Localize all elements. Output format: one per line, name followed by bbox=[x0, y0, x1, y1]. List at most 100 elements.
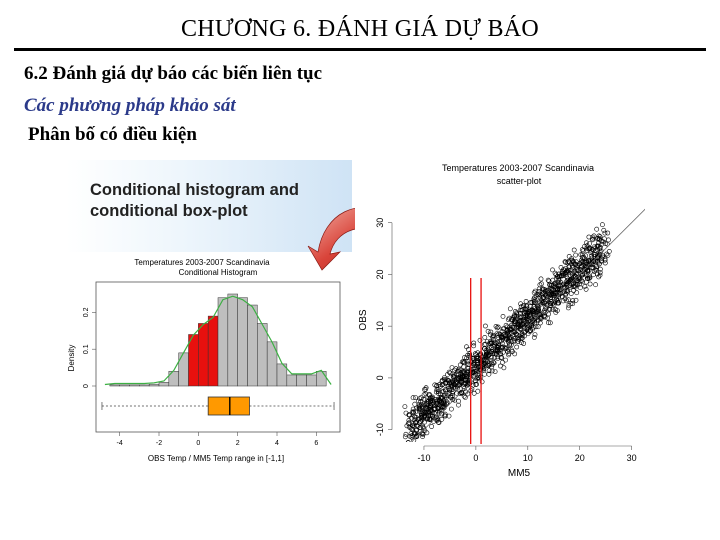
scatter-point bbox=[562, 270, 568, 276]
scatter-point bbox=[521, 324, 527, 330]
scatter-point bbox=[435, 405, 441, 411]
scatter-point bbox=[515, 315, 521, 321]
scatter-point bbox=[407, 433, 413, 439]
scatter-point bbox=[537, 294, 543, 300]
scatter-point bbox=[457, 391, 463, 396]
scatter-point bbox=[594, 265, 599, 271]
scatter-point bbox=[548, 291, 553, 297]
x-tick-label: -4 bbox=[117, 440, 123, 447]
histogram-frame bbox=[95, 281, 341, 433]
scatter-point bbox=[413, 395, 418, 400]
histogram-title: Temperatures 2003-2007 Scandinavia bbox=[134, 258, 270, 267]
scatter-point bbox=[406, 440, 411, 442]
scatter-point bbox=[402, 404, 408, 409]
scatter-point bbox=[514, 344, 520, 350]
scatter-point bbox=[505, 349, 511, 354]
scatter-point bbox=[406, 412, 412, 417]
scatter-point bbox=[436, 382, 442, 388]
scatter-point bbox=[540, 286, 545, 292]
scatter-point bbox=[509, 317, 514, 323]
scatter-x-tick-label: 10 bbox=[523, 453, 533, 463]
scatter-point bbox=[568, 291, 574, 296]
scatter-point bbox=[537, 299, 542, 305]
scatter-point bbox=[545, 315, 550, 321]
scatter-point bbox=[565, 288, 571, 294]
scatter-y-tick-label: -10 bbox=[375, 423, 385, 436]
scatter-point bbox=[415, 416, 421, 422]
scatter-point bbox=[438, 395, 444, 401]
scatter-point bbox=[507, 326, 513, 332]
scatter-point bbox=[451, 373, 457, 378]
scatter-point bbox=[579, 273, 584, 278]
scatter-point bbox=[501, 365, 507, 371]
scatter-point bbox=[601, 227, 607, 233]
scatter-point bbox=[519, 335, 525, 341]
scatter-point bbox=[521, 318, 526, 323]
scatter-point bbox=[589, 255, 595, 261]
scatter-point bbox=[537, 312, 543, 317]
scatter-point bbox=[518, 315, 523, 321]
scatter-point bbox=[550, 267, 555, 273]
scatter-point bbox=[440, 381, 445, 387]
scatter-point bbox=[547, 282, 552, 288]
x-tick-label: 0 bbox=[196, 440, 200, 447]
scatter-point bbox=[486, 368, 492, 374]
scatter-point bbox=[452, 367, 457, 373]
scatter-point bbox=[573, 261, 578, 267]
scatter-point bbox=[555, 286, 561, 292]
scatter-point bbox=[532, 297, 538, 303]
y-tick-label: 0 bbox=[83, 384, 90, 388]
scatter-point bbox=[533, 324, 539, 330]
scatter-point bbox=[412, 401, 418, 407]
scatter-point bbox=[420, 434, 425, 439]
scatter-point bbox=[518, 318, 524, 323]
histogram-bars bbox=[109, 293, 327, 387]
scatter-point bbox=[493, 323, 499, 329]
conditional-boxplot bbox=[101, 396, 335, 416]
scatter-point bbox=[492, 369, 498, 374]
scatter-point bbox=[556, 300, 561, 306]
scatter-point bbox=[513, 331, 519, 337]
scatter-point bbox=[406, 420, 412, 426]
scatter-point bbox=[488, 332, 493, 338]
scatter-point bbox=[550, 277, 556, 283]
scatter-point bbox=[558, 290, 563, 296]
scatter-point bbox=[449, 365, 455, 370]
scatter-point bbox=[587, 281, 593, 287]
scatter-point bbox=[487, 340, 493, 346]
histogram-bar bbox=[227, 293, 238, 387]
scatter-point bbox=[425, 416, 430, 422]
scatter-point bbox=[597, 270, 603, 275]
scatter-point bbox=[428, 395, 433, 401]
scatter-point bbox=[584, 248, 590, 253]
scatter-point bbox=[570, 278, 576, 284]
scatter-point bbox=[465, 352, 471, 358]
scatter-point bbox=[524, 314, 530, 319]
scatter-point bbox=[521, 341, 526, 346]
scatter-point bbox=[433, 389, 439, 395]
scatter-point bbox=[593, 282, 598, 288]
scatter-point bbox=[580, 268, 586, 274]
scatter-point bbox=[598, 258, 604, 264]
scatter-point bbox=[464, 355, 469, 361]
scatter-point bbox=[429, 411, 435, 417]
x-tick-label: 2 bbox=[236, 440, 240, 447]
scatter-point bbox=[600, 239, 606, 245]
scatter-point bbox=[484, 339, 490, 344]
histogram-bar bbox=[286, 374, 297, 387]
scatter-point bbox=[574, 290, 580, 296]
scatter-point bbox=[506, 333, 512, 339]
scatter-point bbox=[604, 251, 610, 257]
scatter-point bbox=[549, 282, 555, 288]
scatter-point bbox=[410, 409, 415, 415]
scatter-point bbox=[537, 315, 543, 321]
scatter-point bbox=[486, 345, 492, 350]
scatter-point bbox=[450, 393, 455, 399]
scatter-point bbox=[534, 303, 540, 309]
scatter-point bbox=[444, 393, 450, 399]
scatter-point bbox=[531, 303, 537, 309]
scatter-point bbox=[537, 282, 543, 288]
scatter-point bbox=[485, 328, 491, 334]
scatter-point bbox=[443, 381, 448, 386]
